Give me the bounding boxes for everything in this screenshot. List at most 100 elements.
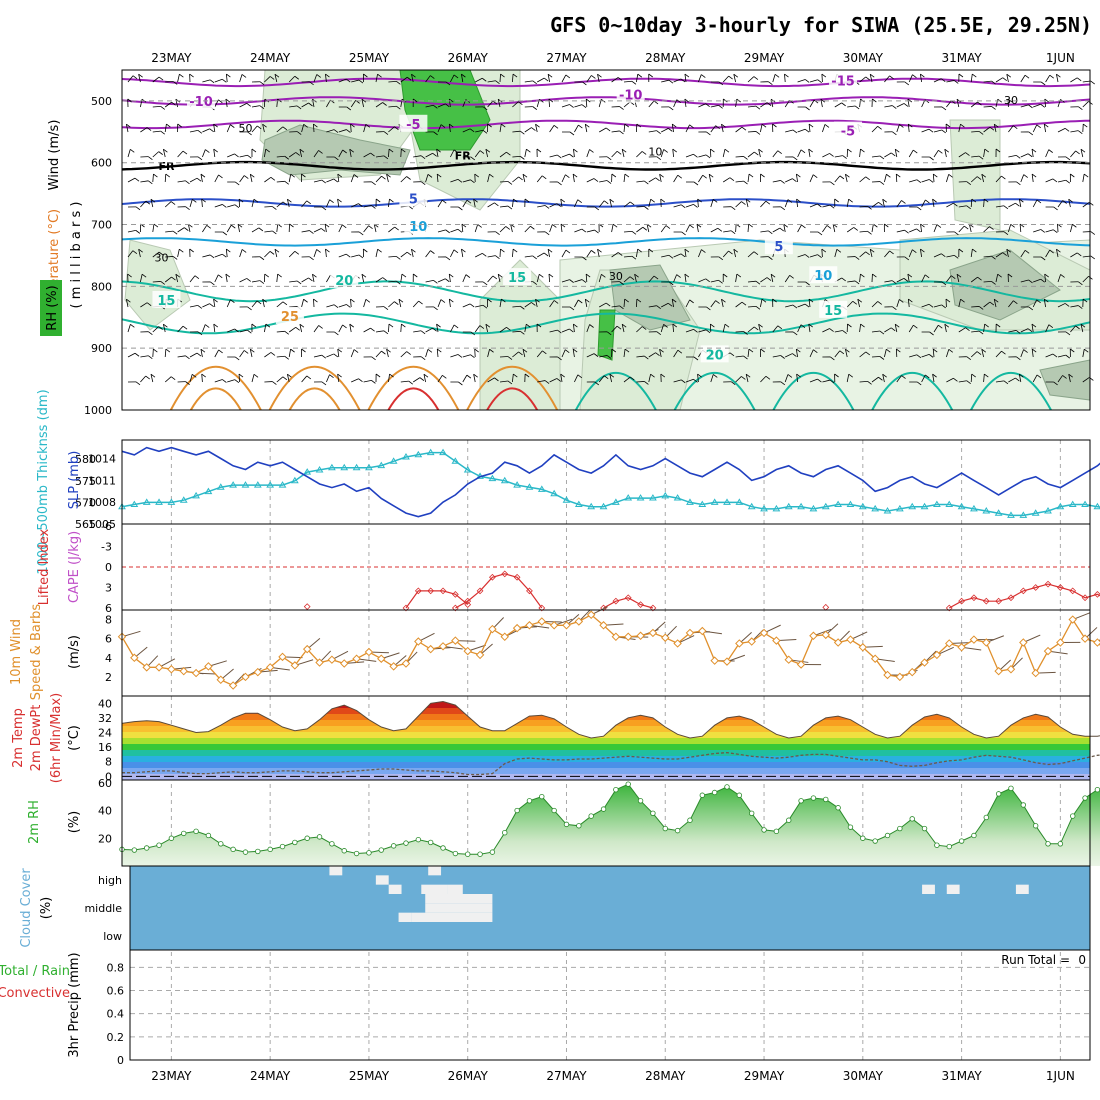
- wind-barb: [400, 176, 407, 183]
- wind-barb: [969, 224, 972, 233]
- cloud-clear-cell-5: [447, 884, 463, 894]
- thickness-point-43: [649, 494, 657, 501]
- ylabel-cloud-unit: (%): [39, 897, 54, 920]
- thickness-point-39: [599, 502, 608, 510]
- wind-barb: [598, 127, 607, 133]
- date-top-31MAY: 31MAY: [941, 51, 982, 65]
- wind-barb: [264, 176, 272, 183]
- rh-point-1: [131, 847, 138, 853]
- wind-barb-flag: [616, 150, 622, 155]
- wind-barb: [995, 77, 1003, 83]
- wind-barb-flag: [878, 376, 883, 381]
- wind-barb-flag: [733, 73, 739, 78]
- rh-point-40: [613, 787, 619, 793]
- wind-barb: [1045, 149, 1050, 158]
- wind-barb-flag: [879, 330, 885, 335]
- rh-point-70: [983, 814, 989, 821]
- isotherm-label-0: -10: [189, 95, 213, 110]
- wind-barb-flag: [705, 329, 711, 334]
- temp-band-11: [122, 708, 1090, 714]
- thickness-point-60: [858, 502, 867, 510]
- pressure-tick-500: 500: [91, 95, 112, 108]
- wind-point-31: [500, 632, 509, 641]
- wind-barb: [834, 175, 841, 183]
- wind-barb: [461, 224, 464, 233]
- thickness-point-42: [636, 494, 645, 501]
- wind-barb: [213, 324, 216, 333]
- wind-barb: [859, 380, 868, 383]
- cloud-clear-cell-6: [425, 894, 493, 904]
- li-tick-0: 0: [105, 561, 112, 574]
- wind-barb-flag: [361, 98, 367, 103]
- thickness-point-3: [155, 498, 163, 505]
- wind-barb: [152, 151, 159, 158]
- wind-barb: [499, 73, 501, 83]
- wind-point-49: [722, 657, 732, 666]
- wind-barb-flag: [418, 300, 423, 305]
- wind-barb-flag: [847, 148, 852, 153]
- wind-barb: [450, 249, 455, 258]
- li-27may-line: [455, 573, 543, 609]
- wind-barb-flag: [474, 173, 480, 178]
- wind-barb-flag: [256, 300, 262, 305]
- wind-barb: [921, 274, 926, 283]
- wind-barb: [623, 80, 633, 83]
- isotherm-label-bg: [399, 114, 428, 132]
- wind-barb-flag: [966, 205, 971, 210]
- wind-barb-flag: [532, 281, 538, 285]
- wind-barb: [735, 156, 744, 158]
- wind-barb-flag: [148, 180, 153, 185]
- wind-barb-flag: [689, 224, 694, 229]
- wind-barb-flag: [494, 377, 499, 382]
- wind-barb-flag: [200, 348, 206, 353]
- wind-barb-flag: [693, 204, 698, 208]
- wind-barb-flag: [349, 148, 354, 153]
- wind-barb-flag: [619, 106, 624, 110]
- wind-barb-flag: [388, 148, 394, 153]
- cloud-clear-cell-12: [1015, 884, 1029, 894]
- wind-barb-flag: [668, 106, 674, 111]
- wind-barb-flag: [891, 152, 896, 157]
- wind-point-10: [241, 672, 250, 682]
- wind-barb: [1006, 74, 1009, 83]
- wind-barb: [772, 74, 776, 83]
- wind-barb: [437, 200, 443, 208]
- wind-barb-flag: [765, 200, 771, 205]
- wind-barb: [673, 99, 678, 108]
- wind-barb-flag: [127, 273, 132, 278]
- wind-barb-flag: [506, 326, 511, 331]
- ylabel-thickness: 1000~500mb Thicknss (dm): [36, 389, 51, 574]
- rh-point-72: [1008, 785, 1014, 792]
- wind-barb: [561, 153, 570, 158]
- wind-barb-flag: [953, 255, 959, 259]
- wind-barb-flag: [629, 276, 635, 281]
- wind-barb-flag: [437, 348, 442, 353]
- wind-barb-flag: [582, 256, 587, 261]
- wind-barb-flag: [449, 298, 454, 303]
- wind-barb-flag: [375, 198, 381, 203]
- wind-barb: [1057, 128, 1066, 133]
- wind-barb-flag: [748, 173, 754, 178]
- wind-barb: [225, 274, 228, 283]
- thickness-tick-575: 575: [75, 475, 96, 488]
- wind-barb: [202, 324, 206, 333]
- wind-barb-flag: [184, 227, 189, 231]
- wind-barb-flag: [479, 325, 485, 329]
- wind-barb-flag: [495, 80, 500, 85]
- wind-barb: [425, 104, 434, 108]
- wind-barb: [461, 249, 464, 258]
- ylabel-cape: CAPE (J/kg): [67, 531, 82, 603]
- isotherm-label-bg: [330, 271, 359, 289]
- wind-barb-flag: [653, 100, 659, 105]
- thickness-point-20: [365, 463, 373, 471]
- rh-point-7: [205, 832, 212, 839]
- wind-barb: [425, 349, 429, 358]
- wind-barb: [735, 301, 743, 308]
- wind-barb-flag: [296, 105, 302, 110]
- wind-barb-flag: [287, 373, 292, 378]
- wind-barb: [745, 374, 749, 383]
- wind-barb: [324, 224, 327, 233]
- wind-barb-flag: [171, 101, 176, 106]
- wind-barb-flag: [631, 231, 637, 235]
- rh-point-45: [674, 827, 681, 834]
